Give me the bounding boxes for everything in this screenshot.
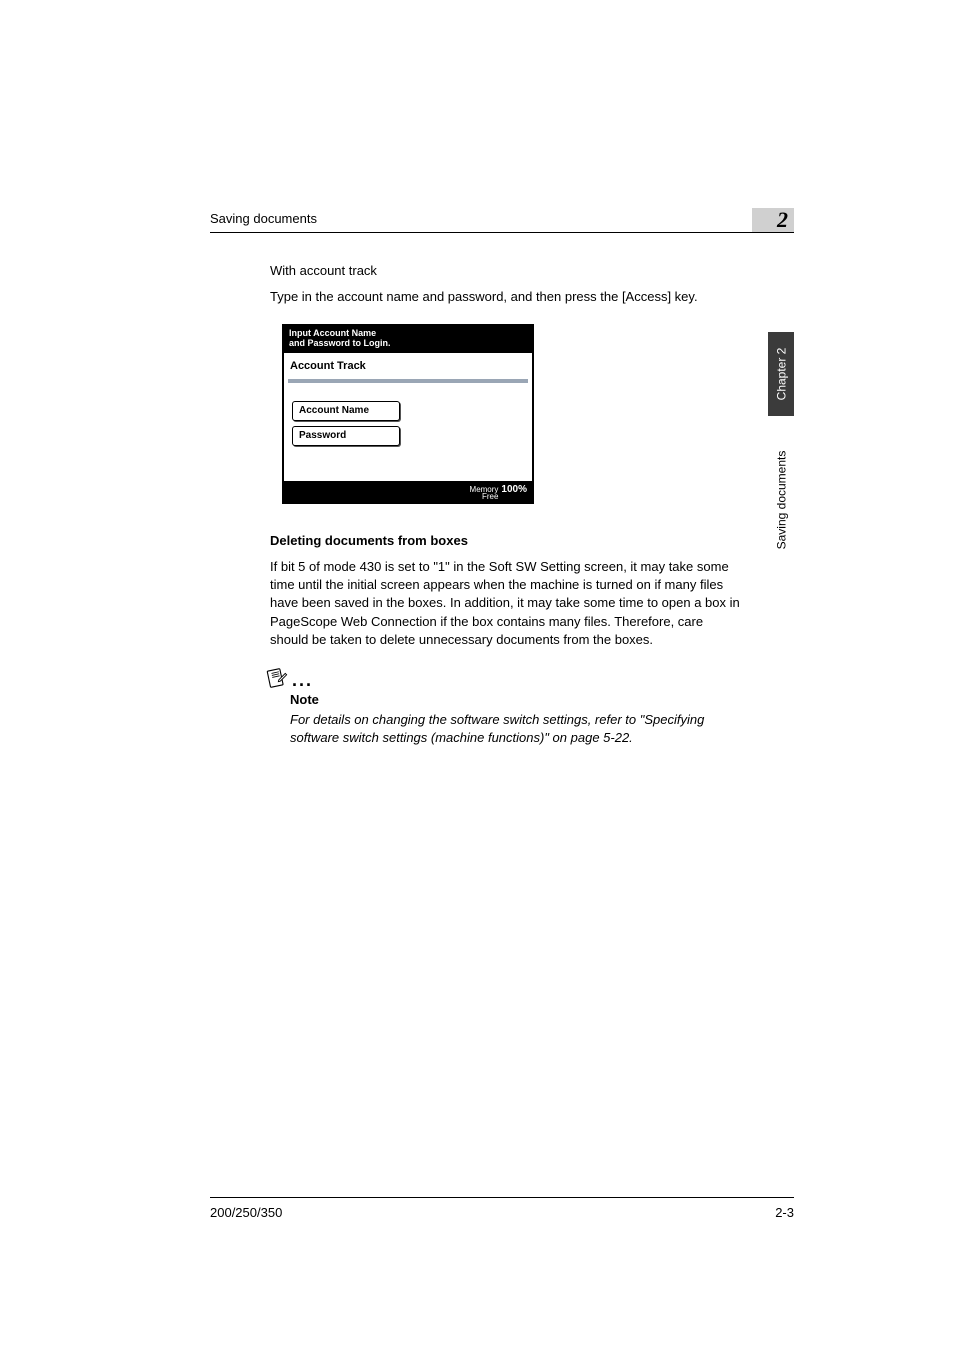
note-block: ... Note For details on changing the sof… [270,667,740,748]
screen-prompt-line2: and Password to Login. [289,339,527,349]
chapter-number-badge: 2 [752,208,794,232]
chapter-badge-container: 2 [752,208,794,232]
account-name-button[interactable]: Account Name [292,401,400,421]
deleting-documents-paragraph: If bit 5 of mode 430 is set to "1" in th… [270,558,740,649]
side-chapter-label: Chapter 2 [774,348,788,401]
side-section-label-container: Saving documents [768,430,794,570]
memory-percent: 100% [501,483,527,497]
with-account-track-heading: With account track [270,262,740,280]
running-title: Saving documents [210,211,317,232]
screen-title: Account Track [288,357,528,378]
screen-body: Account Track Account Name Password [284,353,532,480]
note-text: For details on changing the software swi… [290,711,740,747]
note-icon [266,667,288,689]
note-dots: ... [292,676,313,685]
memory-label-line2: Free [470,493,499,500]
footer-model: 200/250/350 [210,1205,282,1220]
footer-page-number: 2-3 [775,1205,794,1220]
footer-rule [210,1197,794,1198]
screen-spacer [288,389,528,401]
deleting-documents-heading: Deleting documents from boxes [270,532,740,550]
account-track-screen-mock: Input Account Name and Password to Login… [282,324,534,504]
note-icon-row: ... [266,667,740,689]
screen-footer: Memory Free 100% [283,481,533,503]
side-section-label: Saving documents [774,451,788,550]
screen-divider-bar [288,379,528,383]
type-in-instruction: Type in the account name and password, a… [270,288,740,306]
screen-prompt: Input Account Name and Password to Login… [283,325,533,353]
password-button[interactable]: Password [292,426,400,446]
note-label: Note [290,691,740,709]
memory-label: Memory Free [470,486,499,500]
header-rule [210,232,794,233]
side-chapter-tab: Chapter 2 [768,332,794,416]
